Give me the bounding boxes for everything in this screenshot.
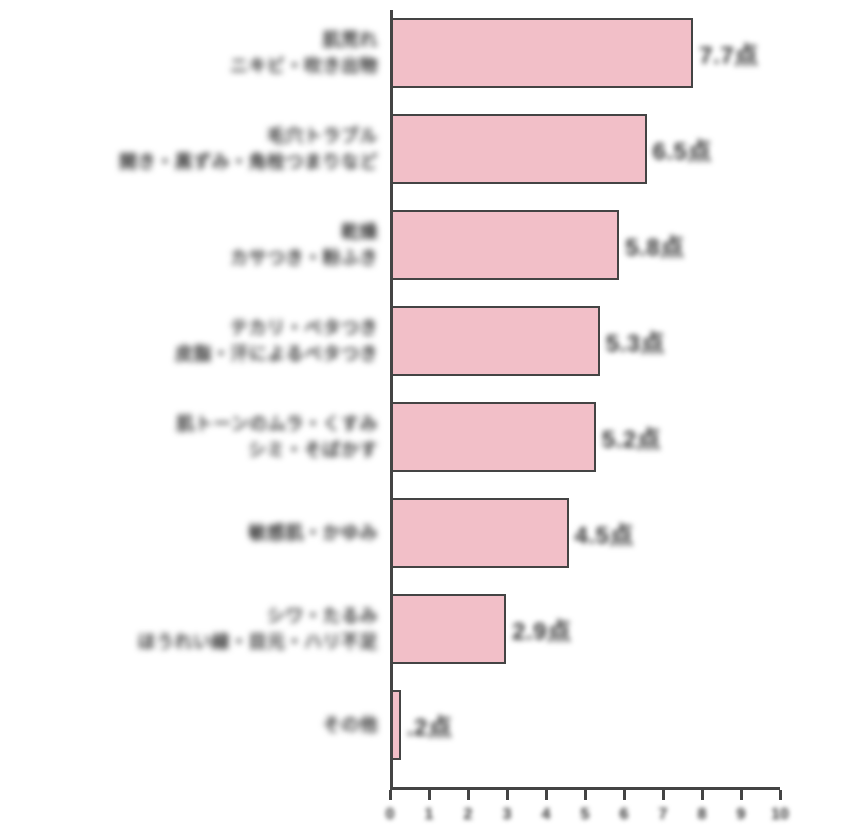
x-tick <box>779 790 782 800</box>
category-label: 乾燥カサつき・粉ふき <box>8 219 378 271</box>
x-tick-label: 6 <box>620 806 629 824</box>
category-label-line: 開き・黒ずみ・角栓つまりなど <box>8 149 378 175</box>
x-tick <box>623 790 626 800</box>
category-label-line: 肌トーンのムラ・くすみ <box>8 411 378 437</box>
bar: 7.7点 <box>393 18 693 88</box>
x-tick-label: 1 <box>425 806 434 824</box>
bar-value-label: 5.8点 <box>625 228 684 263</box>
category-label-line: ほうれい線・目元・ハリ不足 <box>8 629 378 655</box>
bar: 2.9点 <box>393 594 506 664</box>
x-tick <box>740 790 743 800</box>
x-tick <box>701 790 704 800</box>
bar: 5.2点 <box>393 402 596 472</box>
x-tick <box>467 790 470 800</box>
category-label: 肌荒れニキビ・吹き出物 <box>8 27 378 79</box>
category-label: テカリ・ベタつき皮脂・汗によるベタつき <box>8 315 378 367</box>
category-label-line: カサつき・粉ふき <box>8 245 378 271</box>
bar-chart: 7.7点肌荒れニキビ・吹き出物6.5点毛穴トラブル開き・黒ずみ・角栓つまりなど5… <box>0 0 843 832</box>
bar: 5.8点 <box>393 210 619 280</box>
category-label-line: 毛穴トラブル <box>8 123 378 149</box>
category-label-line: 敏感肌・かゆみ <box>8 520 378 546</box>
x-tick-label: 3 <box>503 806 512 824</box>
bar: 6.5点 <box>393 114 647 184</box>
x-tick-label: 2 <box>464 806 473 824</box>
x-tick <box>389 790 392 800</box>
bar: 5.3点 <box>393 306 600 376</box>
x-tick-label: 9 <box>737 806 746 824</box>
category-label-line: 乾燥 <box>8 219 378 245</box>
x-tick-label: 7 <box>659 806 668 824</box>
x-tick-label: 8 <box>698 806 707 824</box>
bar-value-label: 5.3点 <box>606 324 665 359</box>
category-label-line: その他 <box>8 712 378 738</box>
category-label-line: 皮脂・汗によるベタつき <box>8 341 378 367</box>
bar: 4.5点 <box>393 498 569 568</box>
category-label: 肌トーンのムラ・くすみシミ・そばかす <box>8 411 378 463</box>
category-label-line: シワ・たるみ <box>8 603 378 629</box>
category-label-line: テカリ・ベタつき <box>8 315 378 341</box>
x-tick-label: 0 <box>386 806 395 824</box>
category-label-line: 肌荒れ <box>8 27 378 53</box>
category-label-line: シミ・そばかす <box>8 437 378 463</box>
x-tick-label: 5 <box>581 806 590 824</box>
bar: .2点 <box>393 690 401 760</box>
x-tick <box>545 790 548 800</box>
bar-value-label: 4.5点 <box>575 516 634 551</box>
category-label: その他 <box>8 712 378 738</box>
category-label: シワ・たるみほうれい線・目元・ハリ不足 <box>8 603 378 655</box>
x-tick <box>584 790 587 800</box>
bar-value-label: 5.2点 <box>602 420 661 455</box>
category-label-line: ニキビ・吹き出物 <box>8 53 378 79</box>
x-tick <box>662 790 665 800</box>
bar-value-label: 7.7点 <box>699 36 758 71</box>
x-tick-label: 4 <box>542 806 551 824</box>
bar-value-label: .2点 <box>407 708 453 743</box>
x-tick <box>506 790 509 800</box>
category-label: 毛穴トラブル開き・黒ずみ・角栓つまりなど <box>8 123 378 175</box>
category-label: 敏感肌・かゆみ <box>8 520 378 546</box>
bar-value-label: 6.5点 <box>653 132 712 167</box>
bar-value-label: 2.9点 <box>512 612 571 647</box>
x-tick-label: 10 <box>771 806 789 824</box>
x-tick <box>428 790 431 800</box>
